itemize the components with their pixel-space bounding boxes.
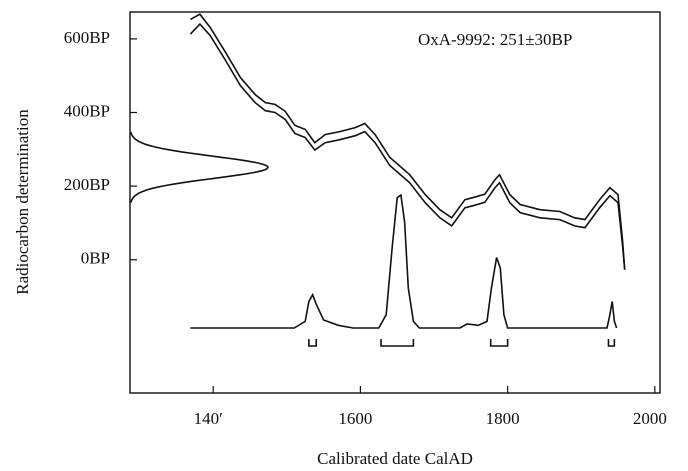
calibration-curve	[190, 13, 626, 270]
annotation: OxA-9992: 251±30BP	[418, 30, 572, 49]
range-bracket	[489, 339, 509, 347]
y-tick-label: 0BP	[81, 249, 110, 268]
x-tick-label: 2000	[633, 409, 667, 428]
x-tick-label: 140′	[194, 409, 223, 428]
x-axis-label: Calibrated date CalAD	[317, 449, 473, 468]
y-tick-label: 600BP	[64, 28, 110, 47]
measurement-distribution	[130, 131, 269, 203]
range-bracket	[380, 339, 415, 347]
calibrated-distribution	[190, 193, 618, 329]
range-bracket	[607, 339, 616, 347]
y-tick-label: 200BP	[64, 175, 110, 194]
calibration-curve	[189, 22, 626, 270]
range-bracket	[308, 339, 318, 347]
y-axis-label: Radiocarbon determination	[13, 109, 32, 295]
plot-frame	[129, 11, 661, 394]
x-tick-label: 1600	[338, 409, 372, 428]
y-tick-label: 400BP	[64, 101, 110, 120]
x-tick-label: 1800	[486, 409, 520, 428]
